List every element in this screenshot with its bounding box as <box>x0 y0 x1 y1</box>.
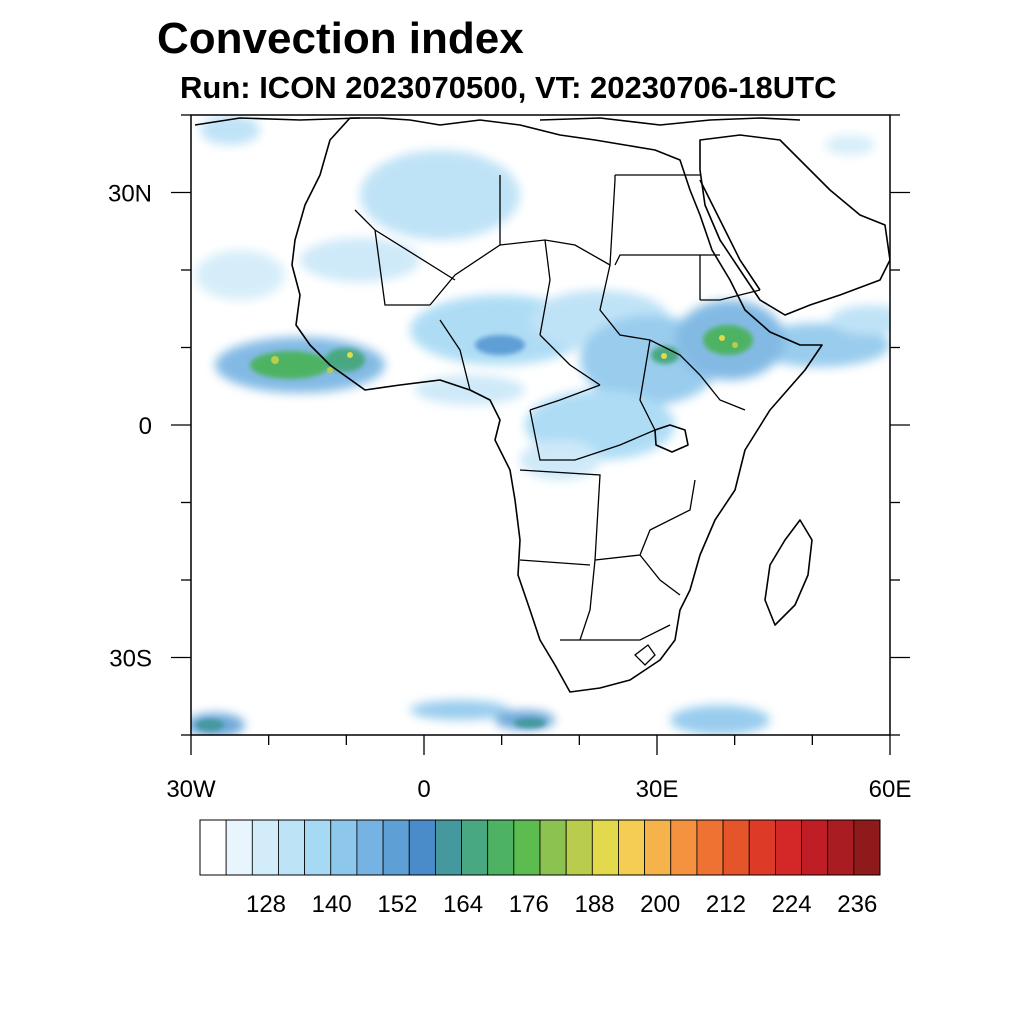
convection-core-south-sw <box>196 719 224 731</box>
x-tick-label: 0 <box>417 776 430 803</box>
colorbar-swatch <box>565 819 593 876</box>
x-tick-label: 60E <box>869 776 912 803</box>
colorbar-swatch <box>618 819 646 876</box>
colorbar-swatch <box>304 819 332 876</box>
convection-patch-maghreb <box>300 238 420 282</box>
colorbar-swatch <box>434 819 462 876</box>
convection-core-ethiopia <box>703 325 753 355</box>
colorbar-label: 128 <box>246 891 286 918</box>
convection-core-guinea <box>325 348 365 372</box>
africa-coastline <box>291 117 823 693</box>
x-tick-label: 30W <box>166 776 216 803</box>
colorbar-label: 140 <box>312 891 352 918</box>
colorbar <box>199 819 881 876</box>
colorbar-swatch <box>722 819 750 876</box>
lesotho <box>634 644 656 666</box>
convection-core-south-c <box>514 718 546 728</box>
convection-hotspot <box>732 342 738 348</box>
lake-victoria <box>654 424 689 453</box>
colorbar-swatch <box>356 819 384 876</box>
coastlines <box>194 117 890 693</box>
convection-patch-north-africa <box>360 150 520 240</box>
colorbar-swatch <box>774 819 802 876</box>
colorbar-label: 176 <box>509 891 549 918</box>
convection-core-sahel <box>475 335 525 355</box>
country-borders <box>354 174 761 666</box>
x-tick-label: 30E <box>636 776 679 803</box>
convection-patch-arabian-sea <box>830 305 890 335</box>
europe-coast <box>194 117 801 126</box>
colorbar-label: 200 <box>640 891 680 918</box>
colorbar-swatch <box>539 819 567 876</box>
chart-subtitle: Run: ICON 2023070500, VT: 20230706-18UTC <box>180 70 837 105</box>
colorbar-swatch <box>199 819 227 876</box>
convection-hotspot <box>661 353 667 359</box>
axis-tick-labels: 30W 0 30E 60E 30N 0 30S <box>108 181 911 804</box>
colorbar-swatch <box>801 819 829 876</box>
colorbar-swatch <box>330 819 358 876</box>
colorbar-swatch <box>696 819 724 876</box>
colorbar-swatch <box>853 819 881 876</box>
colorbar-label: 212 <box>706 891 746 918</box>
convection-core-west-africa <box>250 351 330 379</box>
border <box>354 174 761 641</box>
axis-ticks <box>171 114 910 755</box>
arabian-peninsula <box>699 134 890 316</box>
colorbar-swatch <box>461 819 489 876</box>
convection-hotspot <box>347 352 353 358</box>
convection-field <box>191 115 890 735</box>
colorbar-swatch <box>670 819 698 876</box>
colorbar-swatch <box>225 819 253 876</box>
colorbar-swatch <box>278 819 306 876</box>
convection-hotspot <box>271 356 279 364</box>
colorbar-swatch <box>251 819 279 876</box>
colorbar-label: 152 <box>377 891 417 918</box>
colorbar-swatch <box>748 819 776 876</box>
colorbar-label: 164 <box>443 891 483 918</box>
colorbar-label: 236 <box>837 891 877 918</box>
colorbar-swatch <box>827 819 855 876</box>
colorbar-labels: 128 140 152 164 176 188 200 212 224 236 <box>246 891 877 918</box>
colorbar-swatch <box>382 819 410 876</box>
y-tick-label: 30S <box>109 646 152 673</box>
convection-patch-south-atlantic <box>410 700 510 720</box>
colorbar-swatch <box>408 819 436 876</box>
y-tick-label: 30N <box>108 181 152 208</box>
convection-patch-atlantic-n <box>195 250 285 300</box>
convection-hotspot <box>327 367 333 373</box>
colorbar-swatch <box>487 819 515 876</box>
colorbar-label: 188 <box>574 891 614 918</box>
colorbar-swatch <box>644 819 672 876</box>
convection-patch-top-right <box>825 135 875 155</box>
red-sea <box>699 179 761 291</box>
convection-patch-south-indian <box>670 705 770 735</box>
convection-hotspot <box>719 335 725 341</box>
chart-title: Convection index <box>157 14 524 63</box>
colorbar-outline <box>199 819 881 876</box>
colorbar-swatch <box>513 819 541 876</box>
colorbar-label: 224 <box>772 891 812 918</box>
madagascar <box>764 519 813 626</box>
colorbar-swatch <box>591 819 619 876</box>
y-tick-label: 0 <box>139 413 152 440</box>
